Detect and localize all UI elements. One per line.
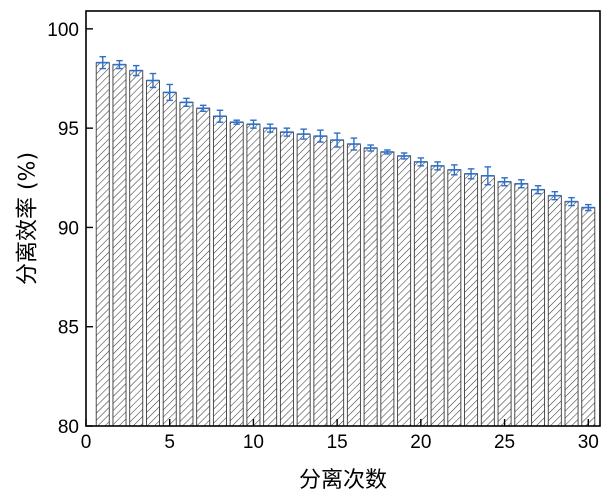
bar [145,80,160,427]
bar [95,62,110,427]
error-bar [196,104,210,112]
y-tick-label: 80 [58,417,79,438]
bar [464,173,479,427]
bar [313,135,328,427]
error-bar [280,127,294,137]
bar [397,155,412,427]
bar [531,189,546,427]
error-bar [447,164,461,176]
error-bar [481,166,495,186]
x-tick-label: 10 [243,432,264,453]
bar [480,175,495,427]
error-bar [297,128,311,140]
error-bar [531,185,545,195]
y-tick-label: 90 [58,218,79,239]
y-axis-title: 分离效率 (%) [16,152,41,285]
bar [363,147,378,427]
bars-layer [95,62,596,427]
error-bar [347,137,361,151]
bar [380,151,395,427]
error-bar [397,152,411,160]
bar [346,143,361,427]
error-bar [364,144,378,152]
bar [196,107,211,427]
error-bar [213,109,227,123]
error-bar [246,119,260,129]
bar [514,183,529,427]
y-tick-label: 95 [58,119,79,140]
bar [246,123,261,427]
bar [547,195,562,427]
bar [263,127,278,427]
bar [296,133,311,427]
bar [447,169,462,427]
error-bar [313,129,327,143]
plot-frame [85,10,601,427]
bar [564,201,579,427]
x-tick-label: 0 [81,432,92,453]
bar [212,115,227,427]
error-bar [414,157,428,167]
y-tick-label: 100 [47,20,79,41]
bar [179,101,194,427]
error-bar [548,190,562,201]
error-bar [163,83,177,102]
bar [112,64,127,427]
bar [162,91,177,427]
error-bar [179,97,193,108]
error-bar [112,59,127,70]
bar [129,70,144,427]
error-bar [498,177,512,187]
bar [430,165,445,427]
error-bar [146,72,160,89]
bar [497,181,512,427]
error-bar [330,132,344,148]
error-bars-layer [96,55,595,212]
error-bar [464,168,478,180]
x-tick-label: 20 [410,432,431,453]
error-bar [565,196,579,207]
bar [581,207,596,427]
error-bar [514,179,528,189]
error-bar [431,161,445,171]
error-bar [263,123,277,133]
x-tick-label: 25 [494,432,515,453]
y-tick-label: 85 [58,318,79,339]
x-axis-title: 分离次数 [299,468,387,493]
bar [229,121,244,427]
error-bar [581,203,595,212]
error-bar [380,149,394,155]
x-tick-label: 30 [578,432,599,453]
bar [330,139,345,427]
x-tick-label: 15 [327,432,348,453]
ticks-layer: 0 5 10 15 20 25 30 80 85 90 95 100 [47,20,599,453]
x-tick-label: 5 [164,432,175,453]
error-bar [96,55,110,70]
error-bar [230,119,244,125]
error-bar [129,64,143,77]
bar [279,131,294,427]
bar [413,161,428,427]
